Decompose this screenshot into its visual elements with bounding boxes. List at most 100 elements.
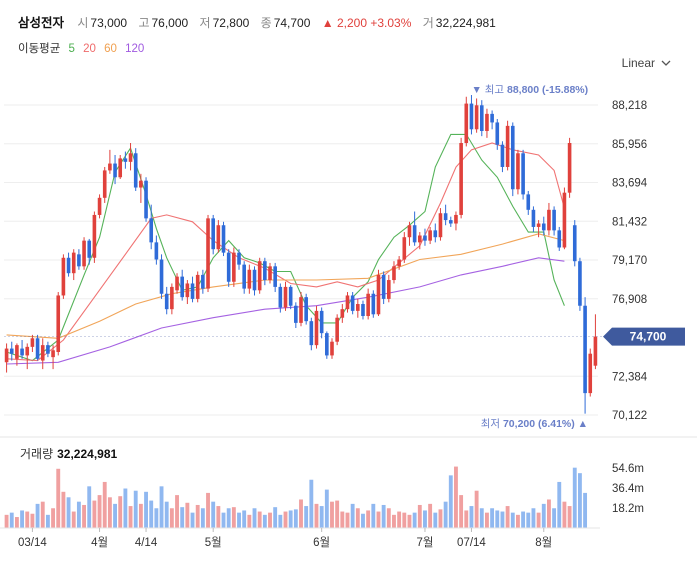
ma-120-label[interactable]: 120 <box>125 43 145 55</box>
candle-body <box>221 225 226 253</box>
candle-body <box>283 286 288 308</box>
candle-body <box>25 346 30 356</box>
candle-body <box>257 261 262 291</box>
candle-body <box>92 214 97 258</box>
current-price-label: 74,700 <box>630 330 667 344</box>
candle-body <box>185 283 190 298</box>
volume-bar <box>299 499 303 528</box>
volume-bar <box>92 500 97 528</box>
candle-body <box>335 317 339 342</box>
volume-bar <box>402 512 407 528</box>
volume-bar <box>14 517 19 528</box>
volume-bar <box>221 512 226 528</box>
x-tick-label: 03/14 <box>18 537 47 549</box>
candle-body <box>510 125 515 190</box>
max-price-marker: ▼ 최고 88,800 (-15.88%) <box>471 84 588 96</box>
price-header: 삼성전자 시 73,000 고 76,000 저 72,800 종 74,700 ▲ 2… <box>18 12 504 31</box>
candle-body <box>201 274 205 289</box>
candle-body <box>71 252 76 274</box>
volume-tick-label: 36.4m <box>612 483 644 495</box>
ma-20-label[interactable]: 20 <box>83 43 96 55</box>
x-tick-label: 6월 <box>313 536 330 549</box>
volume-bar <box>448 475 453 528</box>
candle-body <box>278 286 283 308</box>
volume-bar <box>144 491 148 528</box>
candle-body <box>547 209 551 231</box>
candle-body <box>464 103 469 143</box>
candle-body <box>314 310 319 346</box>
x-tick-label: 5월 <box>205 536 222 549</box>
volume-bar <box>552 508 557 528</box>
candle-body <box>226 252 231 282</box>
volume-bar <box>371 503 376 528</box>
volume-bar <box>366 510 371 528</box>
volume-tick-label: 54.6m <box>612 463 644 475</box>
volume-bar <box>577 473 582 528</box>
volume-bar <box>350 503 355 528</box>
volume-bar <box>386 508 391 528</box>
candle-body <box>170 286 174 310</box>
candle-body <box>588 353 593 394</box>
candle-body <box>485 113 489 132</box>
volume-bar <box>469 506 474 528</box>
moving-average-label: 이동평균 <box>18 43 61 55</box>
stock-name: 삼성전자 <box>18 16 65 30</box>
candle-body <box>366 293 370 317</box>
candle-body <box>505 125 510 167</box>
volume-bar <box>381 504 386 528</box>
chevron-down-icon <box>661 60 671 66</box>
candle-body <box>82 240 86 267</box>
candle-body <box>180 276 185 298</box>
volume-panel-label: 거래량 <box>20 447 54 461</box>
volume-bar <box>30 513 35 528</box>
low-value: 72,800 <box>212 16 250 30</box>
volume-bar <box>531 508 536 528</box>
volume-bar <box>76 501 81 528</box>
volume-bar <box>273 507 278 528</box>
volume-bar <box>123 488 128 528</box>
candle-body <box>454 214 458 224</box>
candle-body <box>242 264 246 289</box>
y-tick-label: 76,908 <box>612 294 647 306</box>
ma-5-label[interactable]: 5 <box>68 43 75 55</box>
volume-bar <box>417 504 422 528</box>
y-tick-label: 79,170 <box>612 255 647 267</box>
candle-body <box>319 310 324 334</box>
volume-bar <box>185 502 190 528</box>
candle-body <box>190 283 195 299</box>
ma-60-label[interactable]: 60 <box>104 43 117 55</box>
volume-bar <box>397 511 402 528</box>
volume-bar <box>490 508 495 528</box>
candle-body <box>469 103 474 130</box>
candle-body <box>541 223 546 231</box>
y-tick-label: 83,694 <box>612 178 648 190</box>
volume-bar <box>190 512 195 528</box>
volume-bar <box>485 512 489 528</box>
volume-bar <box>412 512 417 528</box>
volume-bar <box>557 481 562 528</box>
candle-body <box>371 293 376 315</box>
volume-bar <box>330 501 334 528</box>
volume-bar <box>268 512 272 528</box>
volume-bar <box>180 507 185 528</box>
scale-selector[interactable]: Linear <box>622 56 671 70</box>
volume-bar <box>211 501 216 528</box>
volume-bar <box>541 503 546 528</box>
volume-bar <box>283 511 288 528</box>
volume-bar <box>206 492 210 528</box>
volume-bar <box>516 514 520 528</box>
volume-bar <box>102 481 107 528</box>
candle-body <box>164 293 169 310</box>
volume-bar <box>546 499 551 528</box>
candle-body <box>61 257 66 296</box>
volume-bar <box>510 512 515 528</box>
volume-bar <box>500 511 505 528</box>
price-grid: 88,218 85,956 83,694 81,432 79,170 76,908 72,3… <box>4 100 648 422</box>
candle-body <box>536 223 541 227</box>
volume-bar <box>195 504 200 528</box>
candle-body <box>15 345 19 359</box>
candle-body <box>490 113 494 123</box>
x-tick-label: 7월 <box>416 536 433 549</box>
open-label: 시 <box>77 16 89 30</box>
